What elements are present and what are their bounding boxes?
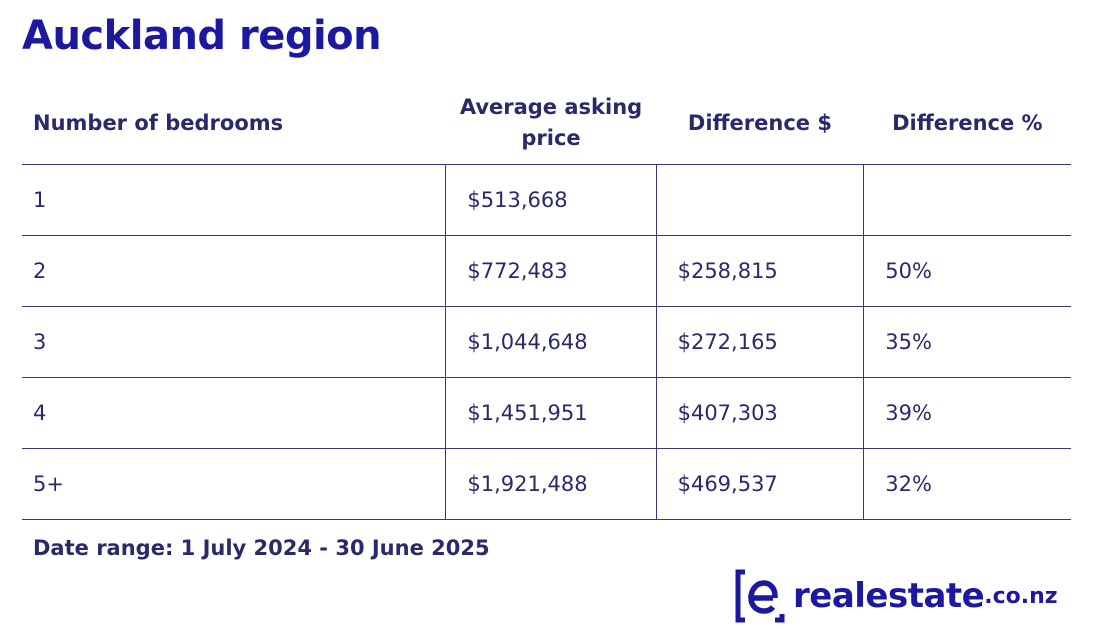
cell-diff-dollar: $258,815 xyxy=(655,235,864,307)
cell-bedrooms: 1 xyxy=(22,164,446,236)
cell-price: $1,451,951 xyxy=(445,377,657,449)
table-row: 2 $772,483 $258,815 50% xyxy=(22,235,1071,307)
logo-suffix: .co.nz xyxy=(984,583,1058,609)
cell-price: $772,483 xyxy=(445,235,657,307)
header-asking-price: Average asking price xyxy=(445,82,657,165)
cell-diff-pct xyxy=(863,164,1071,236)
cell-bedrooms: 3 xyxy=(22,306,446,378)
table-header-row: Number of bedrooms Average asking price … xyxy=(22,82,1071,165)
cell-price: $513,668 xyxy=(445,164,657,236)
date-range-note: Date range: 1 July 2024 - 30 June 2025 xyxy=(33,536,490,560)
table-row: 4 $1,451,951 $407,303 39% xyxy=(22,377,1071,449)
cell-price: $1,044,648 xyxy=(445,306,657,378)
cell-diff-dollar: $272,165 xyxy=(655,306,864,378)
cell-diff-pct: 32% xyxy=(863,448,1071,520)
header-asking-line2: price xyxy=(521,126,581,150)
table-row: 5+ $1,921,488 $469,537 32% xyxy=(22,448,1071,520)
cell-diff-dollar: $407,303 xyxy=(655,377,864,449)
cell-diff-pct: 39% xyxy=(863,377,1071,449)
cell-bedrooms: 5+ xyxy=(22,448,446,520)
cell-price: $1,921,488 xyxy=(445,448,657,520)
table-row: 1 $513,668 xyxy=(22,164,1071,236)
table-row: 3 $1,044,648 $272,165 35% xyxy=(22,306,1071,378)
cell-bedrooms: 2 xyxy=(22,235,446,307)
header-difference-percent: Difference % xyxy=(863,82,1071,165)
cell-diff-dollar: $469,537 xyxy=(655,448,864,520)
cell-diff-pct: 35% xyxy=(863,306,1071,378)
page-title: Auckland region xyxy=(22,13,382,59)
cell-bedrooms: 4 xyxy=(22,377,446,449)
logo-wordmark: realestate xyxy=(793,576,985,616)
realestate-logo-icon xyxy=(735,569,785,623)
header-bedrooms: Number of bedrooms xyxy=(22,82,446,165)
header-difference-dollar: Difference $ xyxy=(656,82,864,165)
price-table: Number of bedrooms Average asking price … xyxy=(22,82,1071,520)
cell-diff-pct: 50% xyxy=(863,235,1071,307)
realestate-logo: realestate .co.nz xyxy=(735,568,1058,624)
cell-diff-dollar xyxy=(655,164,864,236)
header-asking-line1: Average asking xyxy=(459,95,643,119)
